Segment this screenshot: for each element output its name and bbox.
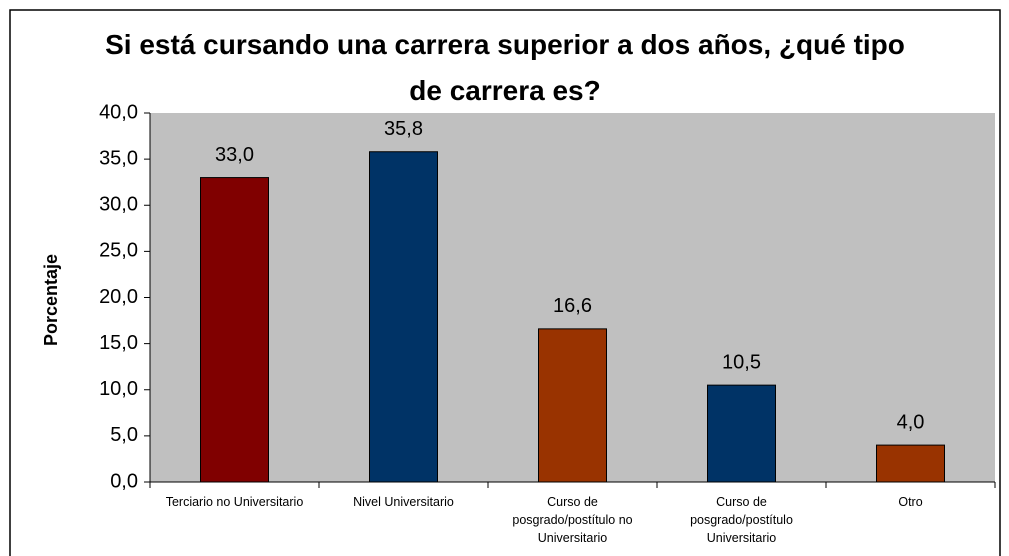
y-tick-label: 20,0	[99, 286, 138, 308]
y-tick-label: 10,0	[99, 378, 138, 400]
y-tick-label: 0,0	[110, 470, 138, 492]
bar	[200, 177, 269, 483]
x-tick-label: Nivel Universitario	[353, 495, 454, 509]
x-tick-label: Otro	[898, 495, 923, 509]
value-label: 16,6	[553, 295, 592, 317]
y-axis-label: Porcentaje	[41, 254, 61, 346]
x-tick-label: Curso de posgrado/postítulo Universitari…	[690, 495, 793, 545]
value-label: 10,5	[722, 351, 761, 373]
x-tick-label: Terciario no Universitario	[165, 495, 304, 509]
value-label: 35,8	[384, 118, 423, 140]
bar	[707, 384, 776, 483]
bar	[369, 151, 438, 483]
y-tick-label: 40,0	[99, 101, 138, 123]
value-label: 33,0	[215, 144, 254, 166]
y-tick-label: 25,0	[99, 240, 138, 262]
value-label: 4,0	[897, 411, 925, 433]
bar	[876, 444, 945, 483]
y-tick-label: 15,0	[99, 332, 138, 354]
bar	[538, 328, 607, 483]
y-tick-label: 5,0	[110, 424, 138, 446]
x-tick-label: Curso de posgrado/postítulo no Universit…	[512, 495, 633, 545]
y-tick-label: 35,0	[99, 147, 138, 169]
y-tick-label: 30,0	[99, 194, 138, 216]
chart-title: Si está cursando una carrera superior a …	[105, 29, 905, 106]
